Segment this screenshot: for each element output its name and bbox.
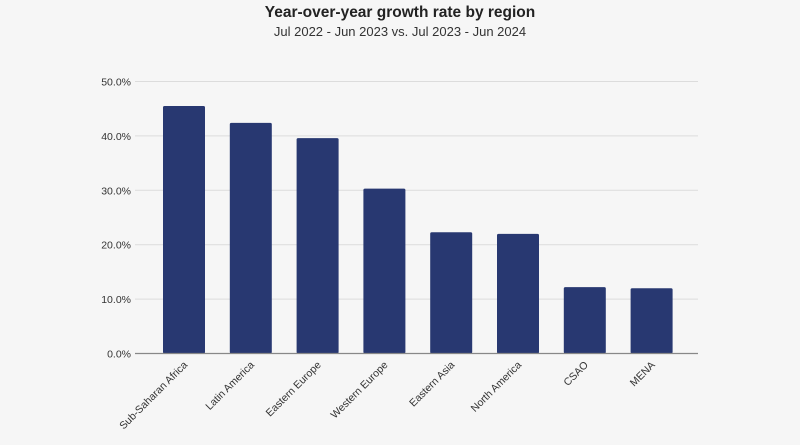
- y-tick-label: 50.0%: [101, 77, 131, 89]
- x-tick-label: Eastern Asia: [407, 359, 457, 409]
- y-tick-label: 20.0%: [101, 240, 131, 252]
- bar-latin-america: [229, 122, 272, 354]
- y-tick-label: 30.0%: [101, 185, 131, 197]
- y-tick-label: 0.0%: [107, 349, 131, 361]
- chart-subtitle: Jul 2022 - Jun 2023 vs. Jul 2023 - Jun 2…: [273, 24, 527, 39]
- x-tick-label: Eastern Europe: [264, 359, 324, 419]
- x-tick-label: Latin America: [203, 359, 257, 413]
- y-tick-label: 40.0%: [101, 131, 131, 143]
- bar-mena: [630, 288, 673, 354]
- x-tick-label: North America: [469, 359, 525, 415]
- bar-csao: [563, 287, 606, 354]
- bar-eastern-europe: [296, 138, 339, 354]
- x-tick-label: CSAO: [561, 359, 591, 389]
- y-tick-label: 10.0%: [101, 294, 131, 306]
- bar-western-europe: [363, 188, 406, 354]
- x-tick-label: Western Europe: [329, 359, 391, 421]
- bar-sub-saharan-africa: [163, 105, 205, 354]
- chart-title: Year-over-year growth rate by region: [264, 4, 536, 21]
- x-tick-label: MENA: [628, 359, 658, 389]
- x-tick-label: Sub-Saharan Africa: [117, 359, 190, 432]
- bar-eastern-asia: [430, 232, 473, 354]
- bar-north-america: [497, 233, 539, 354]
